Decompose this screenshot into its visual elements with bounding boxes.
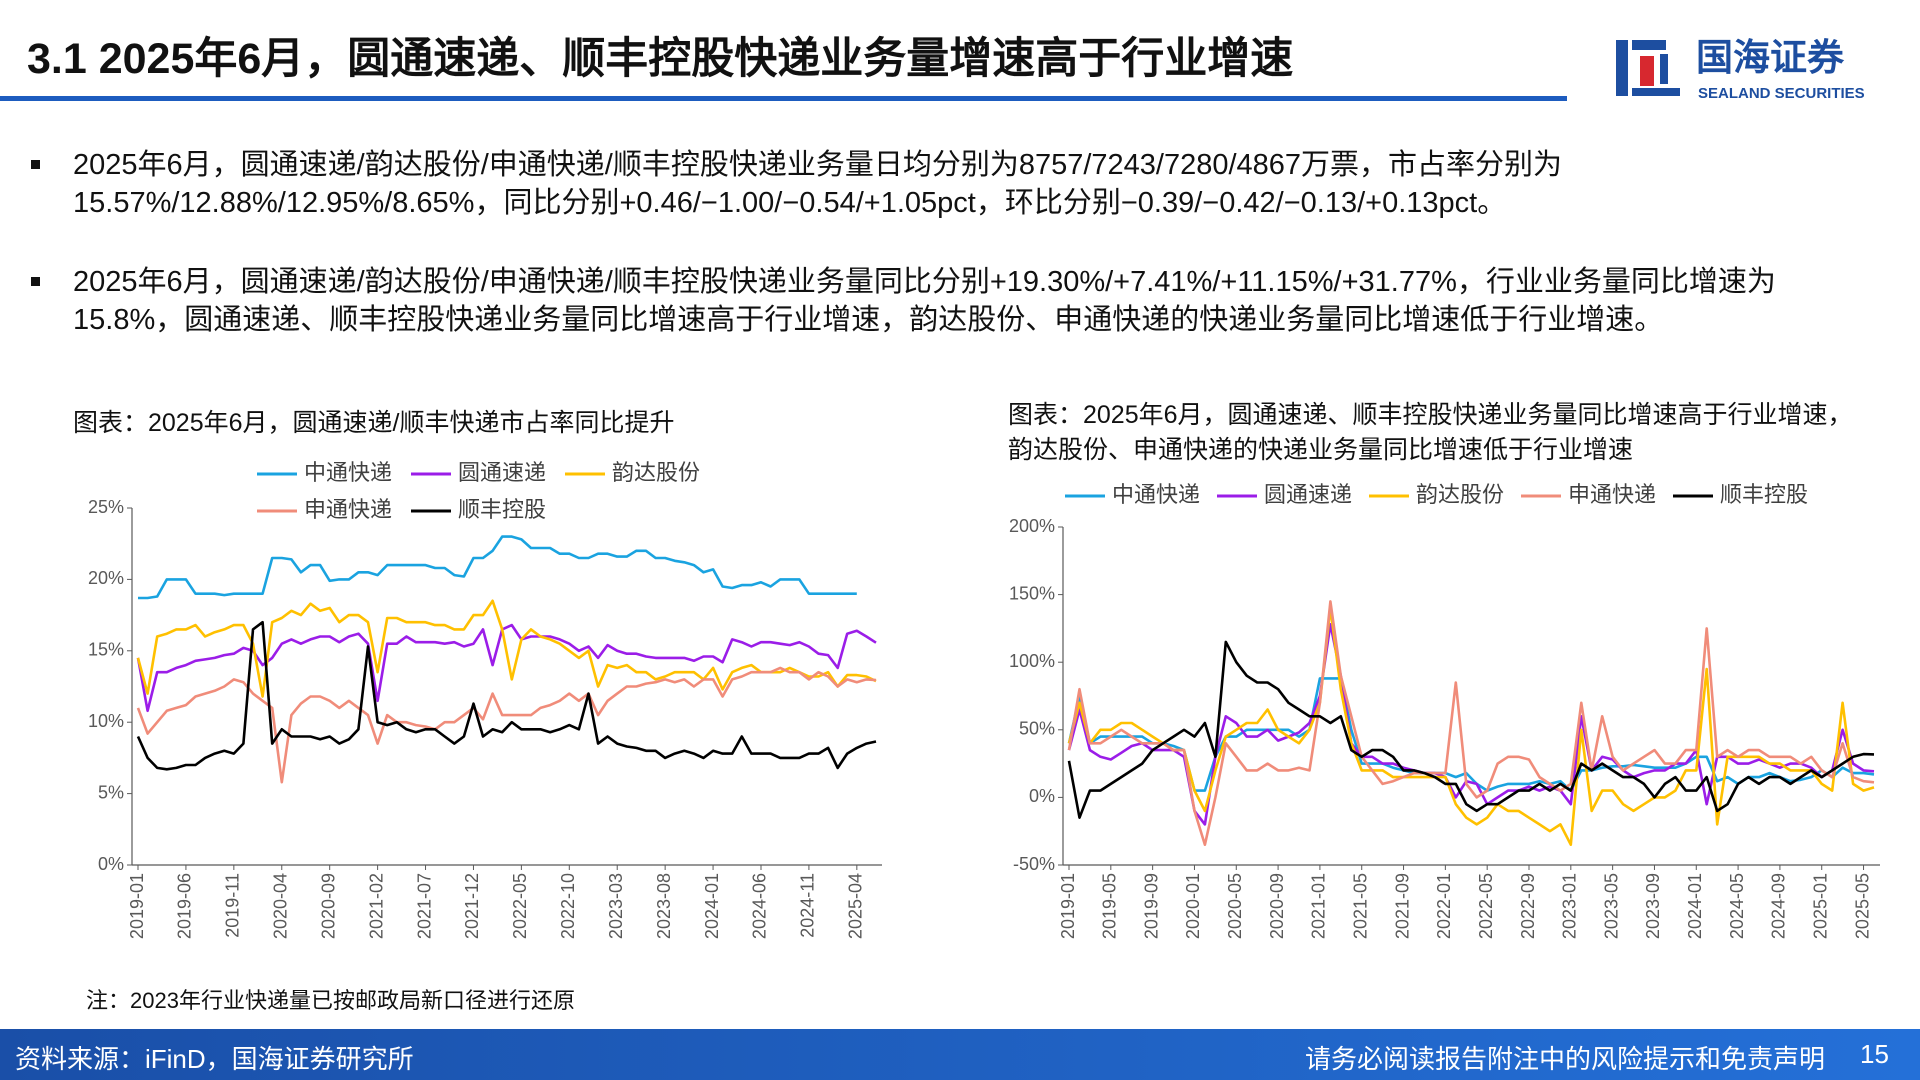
footer-source: 资料来源：iFinD，国海证券研究所 [15, 1044, 414, 1074]
x-tick-label: 2021-09 [1392, 873, 1412, 939]
bullet-text: 2025年6月，圆通速递/韵达股份/申通快递/顺丰控股快递业务量同比分别+19.… [73, 266, 1776, 336]
x-tick-label: 2023-09 [1643, 873, 1663, 939]
legend-label: 圆通速递 [458, 460, 546, 485]
chart-title: 图表：2025年6月，圆通速递/顺丰快递市占率同比提升 [73, 409, 675, 437]
x-tick-label: 2019-01 [127, 873, 147, 939]
legend-label: 韵达股份 [612, 460, 700, 485]
x-tick-label: 2020-01 [1183, 873, 1203, 939]
x-tick-label: 2023-03 [606, 873, 626, 939]
x-tick-label: 2019-09 [1141, 873, 1161, 939]
footer-disclaimer: 请务必阅读报告附注中的风险提示和免责声明 [1304, 1044, 1825, 1074]
legend-label: 圆通速递 [1264, 482, 1352, 507]
x-tick-label: 2020-09 [1267, 873, 1287, 939]
x-tick-label: 2019-05 [1100, 873, 1120, 939]
bullet-text: 2025年6月，圆通速递/韵达股份/申通快递/顺丰控股快递业务量日均分别为875… [73, 149, 1563, 219]
x-tick-label: 2024-09 [1769, 873, 1789, 939]
series-line [1067, 623, 1875, 826]
logo-cn: 国海证券 [1696, 37, 1845, 78]
x-tick-label: 2020-05 [1225, 873, 1245, 939]
series-line [1067, 600, 1875, 846]
footer-bar [0, 1029, 1920, 1080]
page-number: 15 [1860, 1039, 1889, 1069]
x-tick-label: 2023-08 [654, 873, 674, 939]
x-tick-label: 2025-01 [1810, 873, 1830, 939]
x-tick-label: 2020-04 [271, 873, 291, 939]
series-line [1067, 606, 1875, 846]
y-tick-label: 25% [88, 497, 124, 517]
legend-label: 韵达股份 [1416, 482, 1504, 507]
series-line [136, 623, 877, 713]
x-tick-label: 2024-11 [798, 873, 818, 938]
y-tick-label: 200% [1009, 516, 1055, 536]
y-tick-label: 50% [1019, 719, 1055, 739]
logo-shape [1640, 56, 1654, 86]
legend-label: 顺丰控股 [1720, 482, 1808, 507]
x-tick-label: 2021-01 [1309, 873, 1329, 939]
bullet-marker [31, 277, 40, 286]
logo-shape [1660, 54, 1668, 84]
x-tick-label: 2022-01 [1434, 873, 1454, 939]
y-tick-label: 150% [1009, 583, 1055, 603]
x-tick-label: 2019-06 [175, 873, 195, 939]
chart-title: 图表：2025年6月，圆通速递、顺丰控股快递业务量同比增速高于行业增速，韵达股份… [1008, 401, 1853, 464]
x-tick-label: 2024-05 [1727, 873, 1747, 939]
logo-en: SEALAND SECURITIES [1698, 85, 1865, 102]
x-tick-label: 2019-11 [223, 873, 243, 938]
y-tick-label: 15% [88, 640, 124, 660]
y-tick-label: 10% [88, 711, 124, 731]
legend-label: 中通快递 [1112, 482, 1200, 507]
y-tick-label: 100% [1009, 651, 1055, 671]
legend-label: 申通快递 [304, 497, 392, 522]
x-tick-label: 2021-07 [414, 873, 434, 939]
logo-shape [1632, 40, 1666, 50]
y-tick-label: 5% [98, 782, 124, 802]
x-tick-label: 2022-05 [510, 873, 530, 939]
y-tick-label: 20% [88, 568, 124, 588]
x-tick-label: 2024-01 [702, 873, 722, 939]
x-tick-label: 2021-02 [366, 873, 386, 939]
x-tick-label: 2024-01 [1685, 873, 1705, 939]
x-tick-label: 2022-10 [558, 873, 578, 939]
series-line [138, 535, 857, 600]
title-rule [0, 96, 1567, 101]
logo-shape [1616, 40, 1628, 96]
logo-shape [1632, 88, 1680, 96]
x-tick-label: 2024-06 [750, 873, 770, 939]
x-tick-label: 2022-09 [1518, 873, 1538, 939]
y-tick-label: 0% [1029, 786, 1055, 806]
legend-label: 顺丰控股 [458, 497, 546, 522]
slide-title: 3.1 2025年6月，圆通速递、顺丰控股快递业务量增速高于行业增速 [27, 35, 1294, 83]
series-line [136, 620, 877, 771]
x-tick-label: 2019-01 [1058, 873, 1078, 939]
x-tick-label: 2023-01 [1560, 873, 1580, 939]
x-tick-label: 2020-09 [318, 873, 338, 939]
legend-label: 中通快递 [304, 460, 392, 485]
bullet-marker [31, 160, 40, 169]
logo: 国海证券 SEALAND SECURITIES [1616, 37, 1865, 102]
y-tick-label: -50% [1013, 854, 1055, 874]
x-tick-label: 2025-05 [1852, 873, 1872, 939]
chart-note: 注：2023年行业快递量已按邮政局新口径进行还原 [86, 988, 575, 1013]
x-tick-label: 2022-05 [1476, 873, 1496, 939]
series-line [1067, 640, 1875, 819]
x-tick-label: 2021-12 [462, 873, 482, 939]
series-line [136, 666, 877, 784]
legend-label: 申通快递 [1568, 482, 1656, 507]
x-tick-label: 2025-04 [846, 873, 866, 939]
series-line [136, 599, 877, 698]
x-tick-label: 2023-05 [1601, 873, 1621, 939]
x-tick-label: 2021-05 [1350, 873, 1370, 939]
y-tick-label: 0% [98, 854, 124, 874]
